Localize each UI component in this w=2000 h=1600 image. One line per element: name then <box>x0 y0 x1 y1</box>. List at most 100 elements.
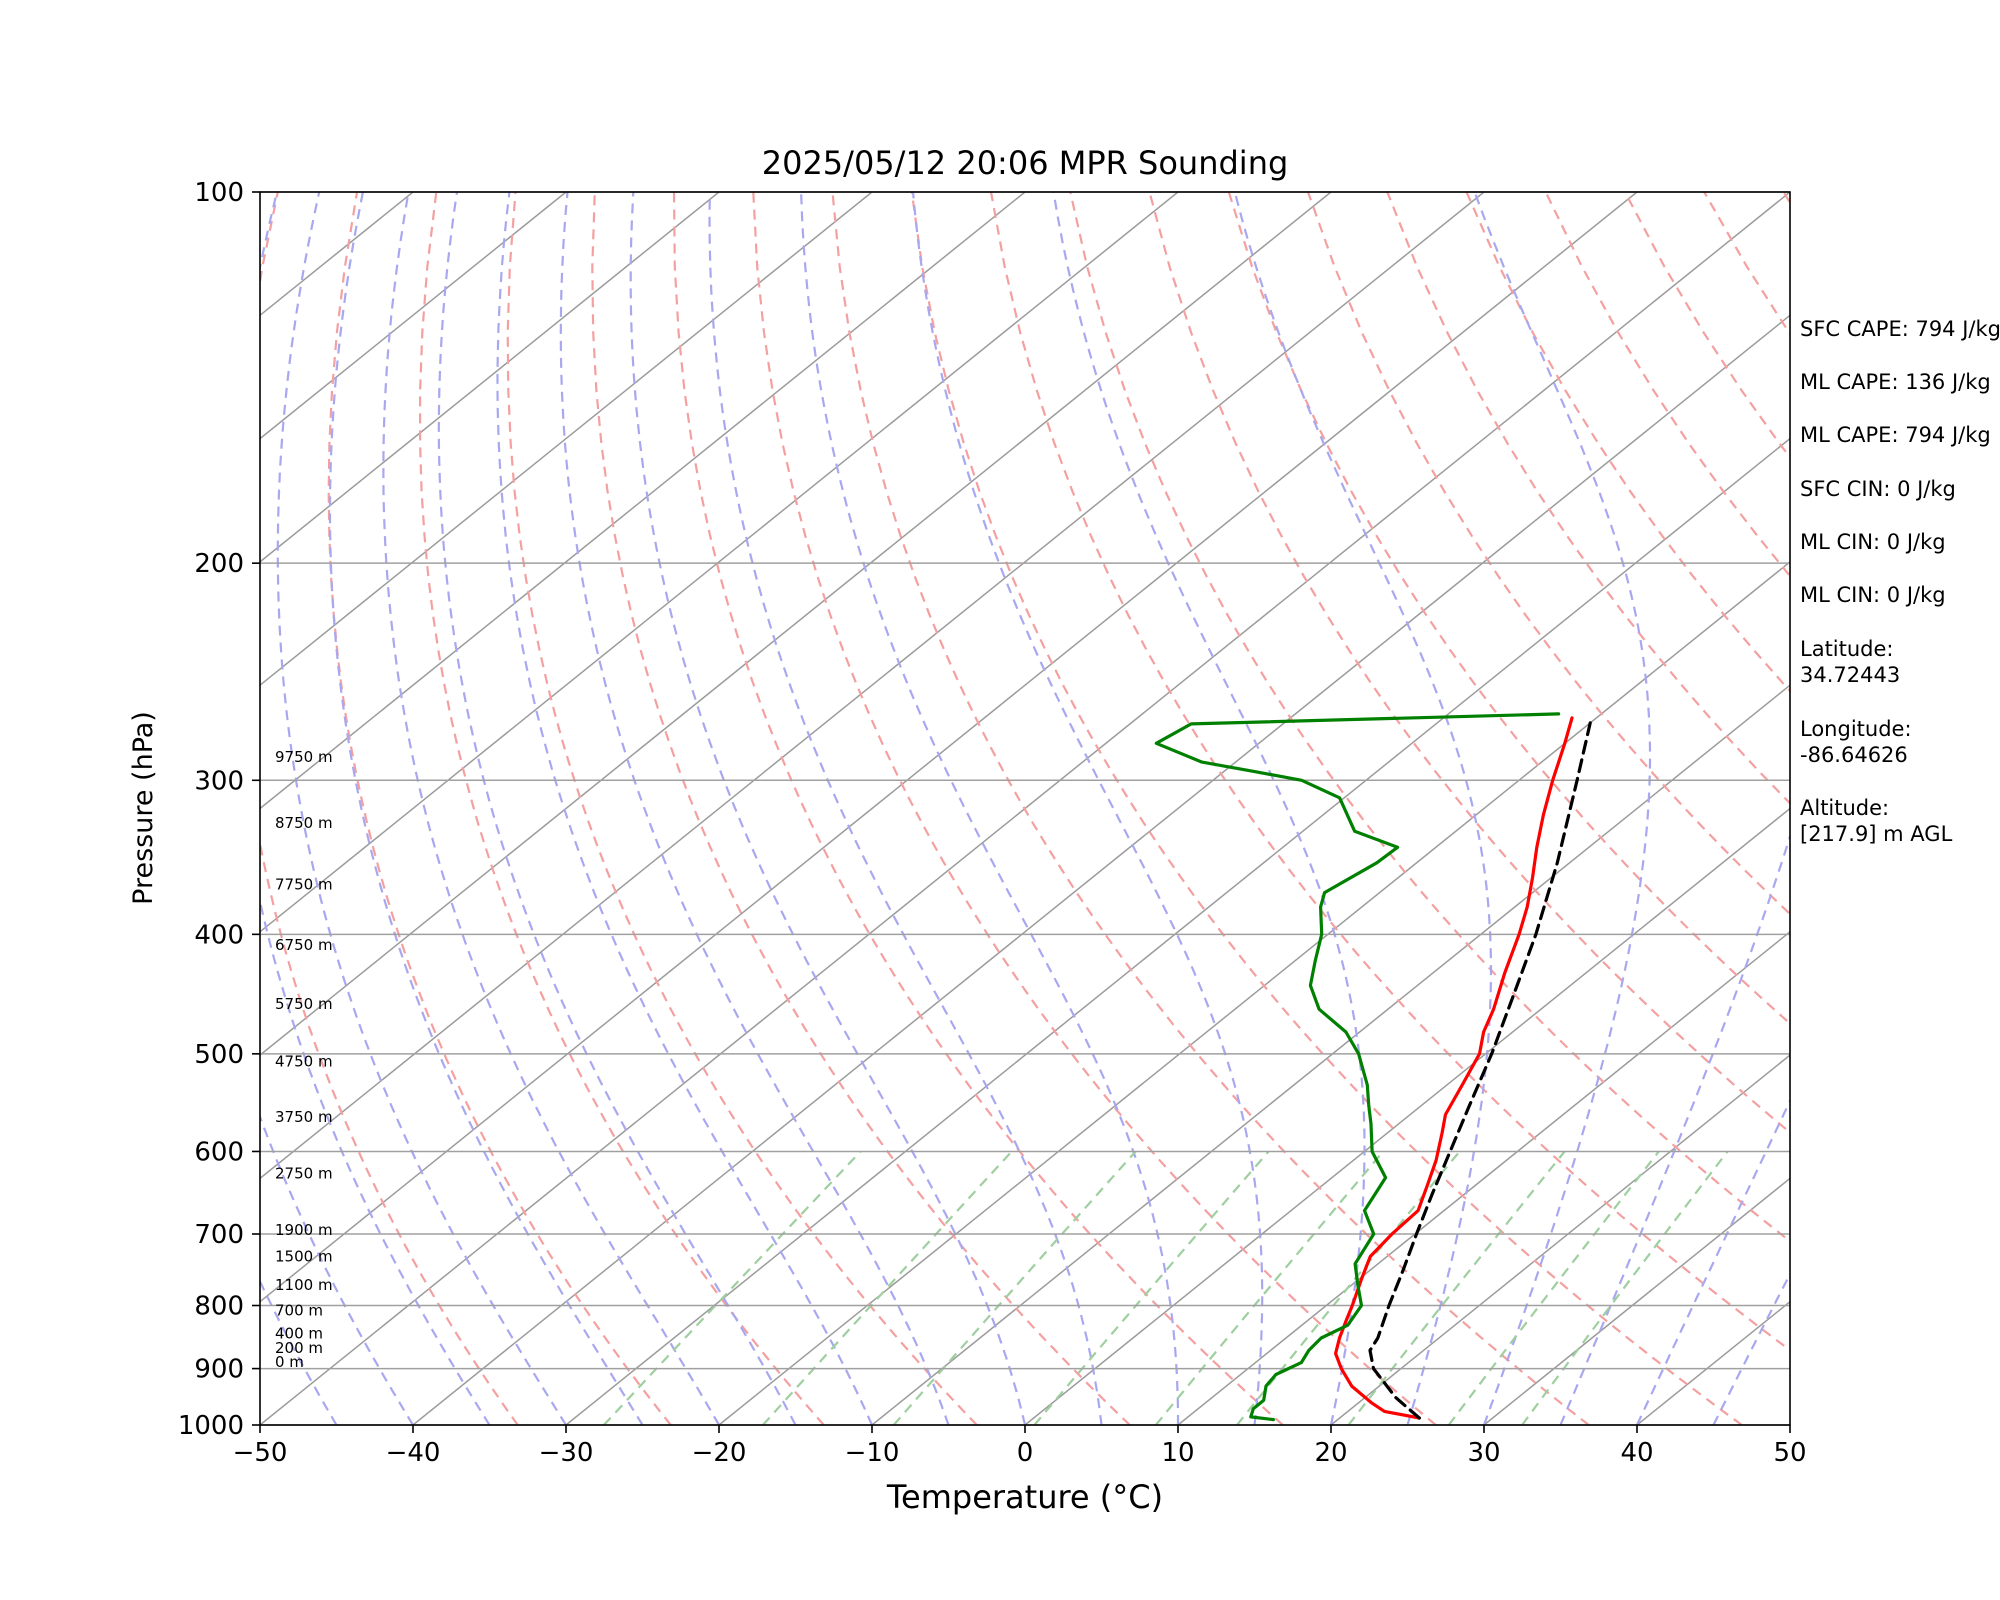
isotherm-line <box>1024 807 1790 1425</box>
mixing-ratio-line <box>1033 1150 1270 1425</box>
isotherm-line <box>718 560 1790 1425</box>
data-series <box>1154 712 1593 1422</box>
isotherm-line <box>260 192 1026 810</box>
ml-cape-stat: ML CAPE: 136 J/kg <box>1800 370 1991 394</box>
dry-adiabat-line <box>831 192 1590 1425</box>
moist-adiabat-line <box>382 192 720 1425</box>
moist-adiabat-line <box>276 192 567 1425</box>
moist-adiabat-line <box>1473 192 1652 1425</box>
x-tick-label: −40 <box>386 1438 441 1468</box>
dry-adiabat-line <box>1148 192 1790 1134</box>
isotherm-line <box>260 192 1332 1057</box>
longitude-value: -86.64626 <box>1800 743 1908 767</box>
sfc-cin-stat: SFC CIN: 0 J/kg <box>1800 477 1956 501</box>
y-axis: 100 200 300 400 500 600 700 800 900 1000 <box>178 178 260 1441</box>
y-axis-label: Pressure (hPa) <box>128 711 159 905</box>
y-tick-label: 700 <box>194 1220 244 1250</box>
x-axis-label: Temperature (°C) <box>886 1478 1163 1516</box>
y-tick-label: 400 <box>194 920 244 950</box>
x-tick-label: −30 <box>539 1438 594 1468</box>
height-label: 3750 m <box>275 1108 333 1126</box>
x-tick-label: 20 <box>1314 1438 1347 1468</box>
x-tick-label: 40 <box>1620 1438 1653 1468</box>
height-label: 8750 m <box>275 814 333 832</box>
isotherm-line <box>260 192 720 563</box>
moist-adiabat-line <box>437 192 797 1425</box>
height-label: 2750 m <box>275 1164 333 1182</box>
x-tick-label: 50 <box>1773 1438 1806 1468</box>
y-tick-label: 1000 <box>178 1411 244 1441</box>
isotherm-line <box>260 192 1179 933</box>
x-tick-label: −50 <box>233 1438 288 1468</box>
x-axis: −50 −40 −30 −20 −10 0 10 20 30 40 50 <box>233 1425 1807 1468</box>
altitude-label: Altitude: <box>1800 796 1890 820</box>
isotherm-line <box>260 192 1638 1303</box>
isotherm-line <box>1330 1054 1790 1425</box>
x-tick-label: 30 <box>1467 1438 1500 1468</box>
height-label: 7750 m <box>275 876 333 894</box>
dewpoint-profile <box>1154 712 1561 1422</box>
y-tick-label: 800 <box>194 1292 244 1322</box>
altitude-value: [217.9] m AGL <box>1800 822 1953 846</box>
latitude-value: 34.72443 <box>1800 663 1901 687</box>
dry-adiabat-line <box>591 192 1131 1425</box>
x-tick-label: 0 <box>1017 1438 1034 1468</box>
dry-adiabat-line <box>989 192 1790 1352</box>
dry-adiabat-line <box>1227 192 1790 1026</box>
height-label: 700 m <box>275 1301 323 1319</box>
moist-adiabat-line <box>911 192 1264 1425</box>
isotherm-line <box>412 314 1790 1425</box>
y-tick-label: 900 <box>194 1355 244 1385</box>
chart-title: 2025/05/12 20:06 MPR Sounding <box>762 144 1289 182</box>
x-tick-label: −20 <box>692 1438 747 1468</box>
ml-cin-stat: ML CIN: 0 J/kg <box>1800 530 1946 554</box>
dry-adiabat-line <box>1306 192 1790 916</box>
isotherm-line <box>1483 1177 1790 1425</box>
moist-adiabat-line <box>260 192 491 1425</box>
y-tick-label: 100 <box>194 178 244 208</box>
height-label: 1900 m <box>275 1221 333 1239</box>
dry-adiabat-line <box>1465 192 1790 693</box>
y-tick-label: 500 <box>194 1040 244 1070</box>
moist-adiabat-line <box>559 192 950 1425</box>
moist-adiabat-line <box>1559 192 1790 1425</box>
mixing-ratio-line <box>602 1150 862 1425</box>
height-label: 5750 m <box>275 995 333 1013</box>
mixing-ratio-line <box>762 1150 1013 1425</box>
y-tick-label: 300 <box>194 766 244 796</box>
dry-adiabat-line <box>672 192 1284 1425</box>
isotherm-line <box>260 192 1485 1180</box>
height-label: 1100 m <box>275 1276 333 1294</box>
temperature-profile <box>1333 716 1574 1420</box>
isotherm-line <box>565 437 1790 1425</box>
longitude-label: Longitude: <box>1800 717 1912 741</box>
reference-lines <box>260 192 1790 1425</box>
moist-adiabat-line <box>800 192 1180 1425</box>
x-tick-label: −10 <box>845 1438 900 1468</box>
y-tick-label: 200 <box>194 549 244 579</box>
isotherm-line <box>871 684 1790 1425</box>
moist-adiabat-line <box>1233 192 1493 1425</box>
parcel-profile-profile <box>1368 718 1593 1420</box>
latitude-label: Latitude: <box>1800 637 1894 661</box>
dry-adiabat-line <box>1069 192 1790 1243</box>
height-label: 9750 m <box>275 748 333 766</box>
mixing-ratio-line <box>1447 1150 1660 1425</box>
dry-adiabat-line <box>506 192 978 1425</box>
moist-adiabat-line <box>629 192 1027 1425</box>
moist-adiabat-line <box>1052 192 1366 1425</box>
height-label: 4750 m <box>275 1053 333 1071</box>
ml-cape-stat-2: ML CAPE: 794 J/kg <box>1800 423 1991 447</box>
mixing-ratio-line <box>1347 1150 1566 1425</box>
isotherm-line <box>260 192 567 440</box>
dry-adiabat-line <box>260 192 519 1425</box>
dry-adiabat-line <box>419 192 825 1425</box>
height-label: 200 m <box>275 1339 323 1357</box>
sfc-cape-stat: SFC CAPE: 794 J/kg <box>1800 317 2000 341</box>
height-label: 0 m <box>275 1353 304 1371</box>
dry-adiabat-line <box>327 192 672 1425</box>
moist-adiabat-line <box>496 192 874 1425</box>
dry-adiabat-line <box>910 192 1743 1425</box>
